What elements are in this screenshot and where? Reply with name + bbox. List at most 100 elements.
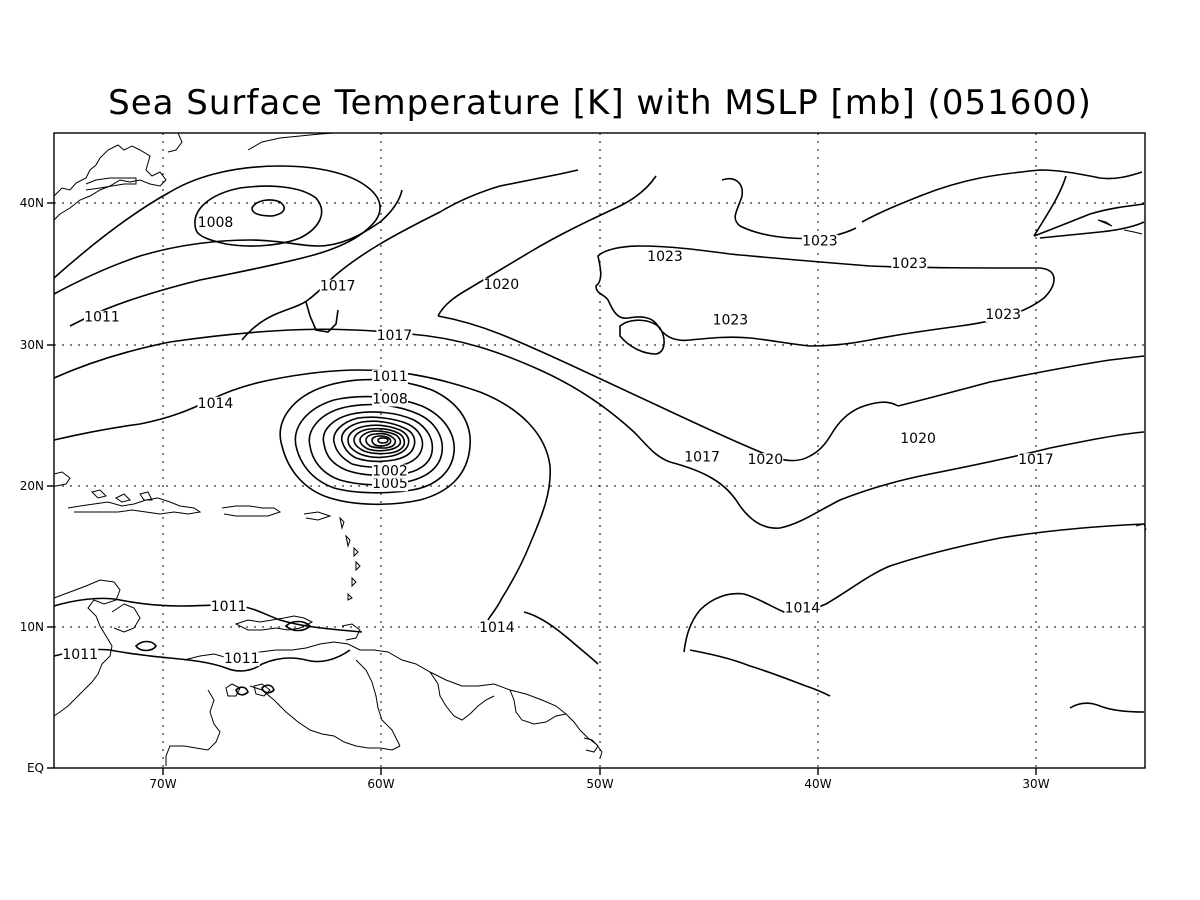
isobar-1014-southeast (683, 523, 1145, 653)
contour-label-bg (985, 307, 1022, 322)
x-axis: 70W 60W 50W 40W 30W (149, 768, 1050, 791)
isobar-1005-hurricane (294, 395, 455, 494)
contour-label-bg (483, 278, 520, 293)
contour-label-bg (747, 453, 784, 468)
contour-label-bg (712, 313, 749, 328)
isobar-1017-north (241, 169, 579, 341)
isobars (53, 165, 1145, 713)
contour-label: 1023 (985, 307, 1021, 323)
contour-label: 1011 (372, 369, 408, 385)
isobar-1014-north (53, 189, 403, 295)
isobar-1014-central (53, 369, 551, 621)
contour-label-bg (684, 450, 721, 465)
isobar-1023-notch (619, 319, 665, 355)
contour-label-bg (84, 310, 120, 325)
contour-label: 1002 (372, 464, 408, 480)
contour-label: 1011 (84, 310, 120, 326)
isobar-1008-hurricane (279, 378, 471, 506)
isobar-987-hurricane (353, 427, 406, 455)
isobar-975-hurricane (377, 437, 389, 444)
x-tick-label-50w: 50W (586, 777, 613, 791)
isobar-1020-south-branch (437, 315, 899, 462)
y-tick-label-20n: 20N (20, 479, 44, 493)
coast-northwest-africa (1097, 219, 1143, 235)
contour-label-bg (478, 621, 515, 636)
isobar-1014-far-east (1069, 702, 1145, 713)
contour-label: 1017 (320, 279, 356, 295)
contour-label-bg (891, 257, 928, 272)
contour-label: 1017 (684, 449, 720, 465)
contour-label: 1023 (802, 234, 838, 250)
contour-label-bg (1017, 453, 1054, 468)
contour-label: 1014 (785, 600, 821, 616)
map-title: Sea Surface Temperature [K] with MSLP [m… (108, 83, 1092, 123)
isobar-1020-northeast (1033, 175, 1067, 237)
contour-label: 1005 (372, 476, 408, 492)
isobar-1023-high (595, 245, 1055, 347)
contour-label-bg (784, 601, 821, 616)
contour-label-bg (372, 392, 408, 407)
contour-label: 1011 (224, 651, 260, 667)
contour-label: 1014 (479, 620, 515, 636)
contour-label: 1014 (198, 396, 234, 412)
isobar-1023-east-2 (1039, 221, 1145, 239)
coast-hispaniola (221, 505, 282, 517)
isobar-1023-northeast-2 (861, 169, 1143, 223)
x-tick-label-70w: 70W (149, 777, 176, 791)
y-tick-label-40n: 40N (20, 196, 44, 210)
isobar-1014-south (523, 611, 599, 665)
coast-cuba (67, 497, 202, 515)
isobar-1008-north-low (194, 185, 323, 247)
contour-label: 1011 (211, 599, 247, 615)
x-tick-label-30w: 30W (1022, 777, 1049, 791)
isobar-1011-islands (134, 620, 312, 696)
contour-label: 1020 (747, 452, 783, 468)
contour-label-bg (801, 234, 838, 249)
coast-florida (53, 471, 71, 487)
isobar-981-hurricane (365, 432, 397, 449)
contour-label: 1017 (377, 328, 413, 344)
isobar-1023-east (1033, 203, 1145, 237)
isobar-984-hurricane (359, 430, 402, 452)
coast-venezuela-interior (249, 685, 401, 751)
contour-label: 1017 (1018, 452, 1054, 468)
contour-label: 1020 (483, 277, 519, 293)
contour-label-bg (210, 600, 247, 614)
isobar-990-hurricane (347, 424, 410, 459)
contour-label-bg (197, 396, 234, 411)
x-tick-label-60w: 60W (367, 777, 394, 791)
coast-colombia-outline (165, 689, 221, 766)
y-axis: EQ 10N 20N 30N 40N (20, 196, 54, 775)
coast-south-america-north (183, 641, 603, 759)
contour-label-bg (223, 652, 260, 667)
coast-newfoundland (167, 132, 183, 153)
contour-label: 1008 (198, 215, 234, 231)
isobar-1017-spur (305, 301, 339, 333)
coast-panama (111, 603, 141, 633)
contour-label: 1023 (713, 313, 749, 329)
coast-lesser-antilles (339, 516, 361, 601)
isobar-1011-north (53, 165, 381, 327)
isobar-1023-northeast (721, 178, 857, 240)
x-tick-label-40w: 40W (804, 777, 831, 791)
coast-central-america (53, 579, 121, 717)
coast-cape-cod (85, 177, 137, 191)
coastlines (53, 132, 1147, 766)
isobar-1017-central (53, 328, 1145, 529)
contour-label: 1020 (900, 431, 936, 447)
y-tick-label-10n: 10N (20, 620, 44, 634)
border-venezuela-guyana (355, 659, 401, 747)
isobar-993-hurricane (340, 420, 416, 463)
coast-venezuela-islands (234, 615, 314, 631)
contour-label-bg (372, 369, 408, 384)
contour-label: 1008 (372, 392, 408, 408)
isobar-978-hurricane (371, 435, 392, 447)
contour-label-bg (376, 329, 413, 343)
contour-label-bg (900, 432, 937, 446)
contour-label-bg (372, 464, 408, 479)
contour-label: 1023 (891, 256, 927, 272)
contour-label-bg (62, 647, 99, 662)
contour-label-bg (647, 250, 683, 264)
coast-nova-scotia (247, 132, 335, 151)
